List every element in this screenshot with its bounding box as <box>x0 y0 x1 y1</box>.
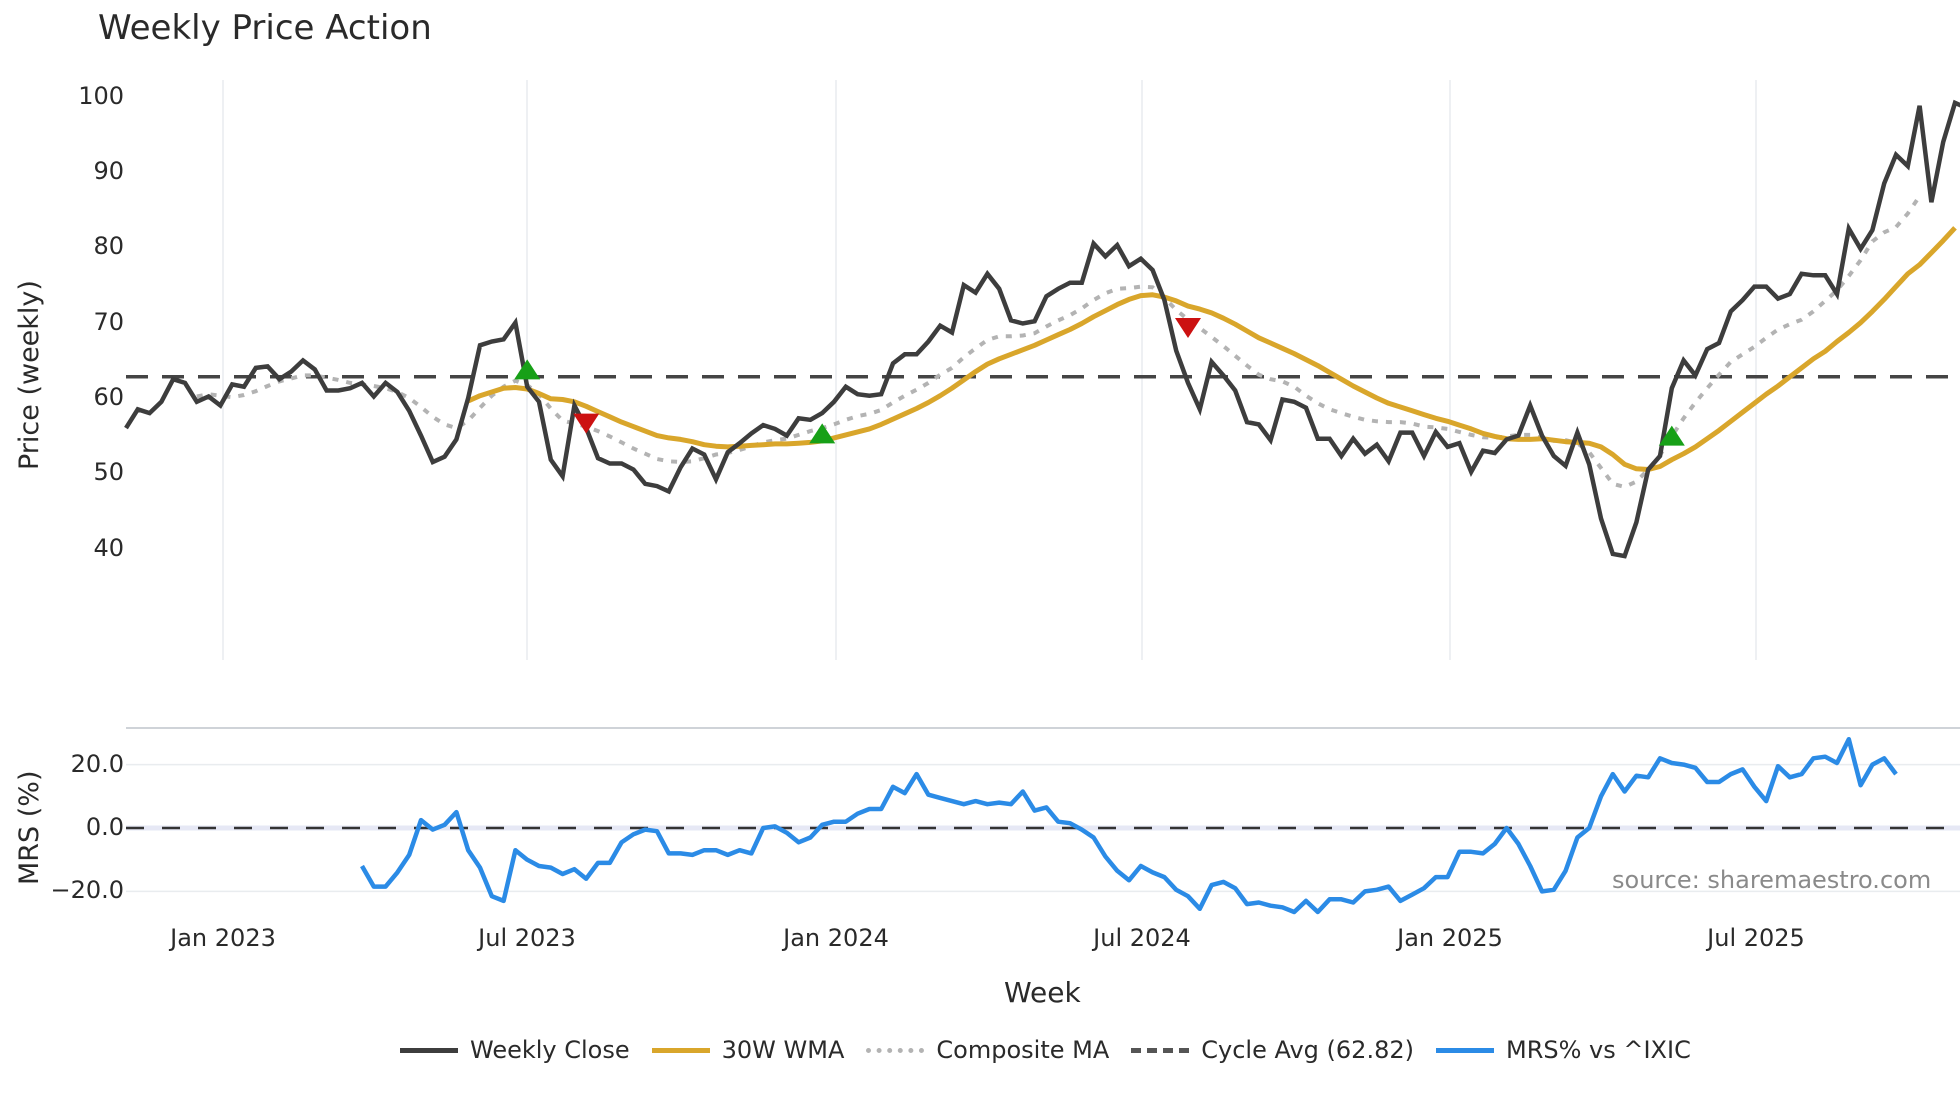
mrs-axis-title: MRS (%) <box>14 770 45 886</box>
x-axis-title: Week <box>1004 976 1081 1009</box>
legend-label: Composite MA <box>936 1036 1110 1064</box>
legend-swatch-icon <box>400 1047 458 1053</box>
mrs-tick-label: −20.0 <box>50 876 124 905</box>
price-tick-label: 50 <box>93 458 124 487</box>
legend-label: MRS% vs ^IXIC <box>1505 1036 1691 1064</box>
price-axis-title: Price (weekly) <box>14 280 45 470</box>
mrs-line <box>360 736 1898 915</box>
sell-signal-triangle-down-icon <box>1175 317 1201 338</box>
x-tick-label: Jul 2024 <box>1093 924 1191 952</box>
weekly-close-line <box>124 99 1960 559</box>
legend-item[interactable]: Cycle Avg (62.82) <box>1131 1036 1414 1064</box>
legend: Weekly Close 30W WMA Composite MA Cycle Avg… <box>400 1036 1713 1064</box>
buy-signal-triangle-up-icon <box>514 359 541 380</box>
price-tick-label: 90 <box>93 157 124 186</box>
legend-label: 30W WMA <box>721 1036 845 1064</box>
price-tick-label: 80 <box>93 232 124 261</box>
x-tick-label: Jan 2024 <box>783 924 889 952</box>
buy-signal-triangle-up-icon <box>1658 425 1685 446</box>
legend-label: Weekly Close <box>470 1036 630 1064</box>
legend-item[interactable]: 30W WMA <box>651 1036 845 1064</box>
price-tick-label: 40 <box>93 533 124 562</box>
legend-item[interactable]: Weekly Close <box>400 1036 630 1064</box>
x-tick-label: Jul 2025 <box>1707 924 1805 952</box>
x-tick-label: Jan 2025 <box>1397 924 1503 952</box>
mrs-tick-label: 20.0 <box>70 749 124 778</box>
x-tick-label: Jul 2023 <box>478 924 576 952</box>
x-tick-label: Jan 2023 <box>170 924 276 952</box>
price-tick-label: 60 <box>93 383 124 411</box>
price-tick-label: 70 <box>93 307 124 336</box>
legend-swatch-icon <box>1131 1047 1190 1053</box>
legend-swatch-icon <box>651 1047 710 1053</box>
wma-30w-line <box>467 226 1957 472</box>
source-label: source: sharemaestro.com <box>1612 866 1932 894</box>
mrs-tick-label: 0.0 <box>85 813 124 841</box>
composite-ma-line <box>196 195 1922 490</box>
legend-swatch-icon <box>866 1047 925 1053</box>
legend-label: Cycle Avg (62.82) <box>1201 1036 1414 1064</box>
legend-item[interactable]: Composite MA <box>866 1036 1109 1064</box>
price-tick-label: 100 <box>78 81 124 110</box>
legend-item[interactable]: MRS% vs ^IXIC <box>1435 1036 1691 1064</box>
legend-swatch-icon <box>1435 1047 1494 1053</box>
sell-signal-triangle-down-icon <box>573 413 600 434</box>
chart-title: Weekly Price Action <box>98 8 432 48</box>
buy-signal-triangle-up-icon <box>809 423 836 444</box>
